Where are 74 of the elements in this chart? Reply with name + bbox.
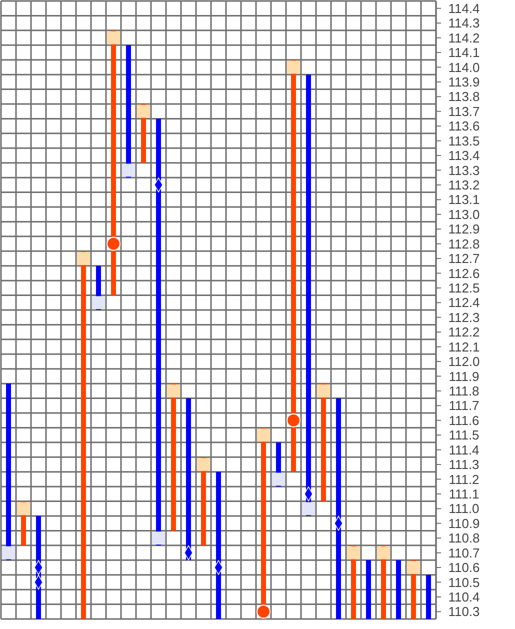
y-tick-label: 110.9 <box>448 516 480 531</box>
bar <box>306 74 311 516</box>
y-tick-label: 111.8 <box>448 383 480 398</box>
y-tick-label: 110.7 <box>448 545 480 560</box>
y-tick-label: 112.3 <box>448 310 480 325</box>
point <box>272 472 285 486</box>
y-tick-label: 110.8 <box>448 530 480 546</box>
bar <box>126 45 131 178</box>
point <box>317 384 330 398</box>
y-tick-label: 111.3 <box>448 457 480 472</box>
y-tick-label: 112.4 <box>448 295 480 310</box>
point <box>167 384 180 398</box>
point <box>2 546 15 560</box>
point <box>92 296 105 310</box>
point <box>122 164 135 177</box>
bar <box>171 384 176 531</box>
y-tick-label: 113.7 <box>448 104 480 119</box>
y-tick-label: 111.4 <box>448 442 480 458</box>
bar <box>216 472 221 619</box>
bar <box>426 574 431 619</box>
y-tick-label: 111.5 <box>448 428 480 443</box>
y-tick-label: 110.5 <box>448 574 480 590</box>
y-tick-label: 113.0 <box>448 206 480 222</box>
bar <box>366 560 371 619</box>
y-tick-label: 111.2 <box>448 472 480 487</box>
y-tick-label: 113.1 <box>448 192 480 208</box>
point <box>77 252 90 265</box>
y-tick-label: 113.2 <box>448 177 480 192</box>
point <box>347 546 360 560</box>
y-tick-label: 112.8 <box>448 236 480 252</box>
point <box>137 104 150 118</box>
y-tick-label: 114.3 <box>448 16 480 31</box>
point <box>197 458 210 471</box>
y-tick-label: 114.1 <box>448 45 480 60</box>
y-tick-label: 110.6 <box>448 560 480 576</box>
bar <box>156 118 161 546</box>
y-tick-label: 113.6 <box>448 118 480 134</box>
bar <box>81 251 86 619</box>
y-tick-label: 114.2 <box>448 30 480 46</box>
point <box>256 604 270 619</box>
y-tick-label: 114.4 <box>448 0 480 16</box>
y-tick-label: 113.5 <box>448 133 480 148</box>
point <box>17 502 30 516</box>
y-tick-label: 111.6 <box>448 412 480 428</box>
y-tick-label: 112.0 <box>448 354 480 370</box>
y-tick-label: 113.4 <box>448 148 480 164</box>
point <box>302 502 315 516</box>
bar <box>6 384 11 560</box>
y-tick-label: 114.0 <box>448 60 480 75</box>
point <box>377 546 390 560</box>
point <box>152 532 165 545</box>
y-tick-label: 111.1 <box>448 486 480 502</box>
bar <box>396 560 401 619</box>
y-tick-label: 112.1 <box>448 339 480 354</box>
y-tick-label: 111.7 <box>448 398 480 414</box>
point <box>257 428 270 442</box>
y-tick-label: 113.8 <box>448 89 480 104</box>
bar <box>336 398 341 619</box>
point <box>106 236 120 251</box>
y-tick-label: 112.7 <box>448 251 480 266</box>
y-tick-label: 112.9 <box>448 222 480 237</box>
y-tick-label: 113.3 <box>448 162 480 178</box>
point <box>107 31 120 44</box>
point <box>407 561 420 574</box>
point <box>287 60 300 74</box>
point <box>286 413 300 428</box>
y-tick-label: 111.9 <box>448 368 480 384</box>
y-tick-label: 110.4 <box>448 589 480 604</box>
y-tick-label: 111.0 <box>448 501 480 516</box>
y-tick-label: 113.9 <box>448 74 480 90</box>
y-tick-label: 112.2 <box>448 324 480 340</box>
y-tick-label: 110.3 <box>448 604 480 620</box>
y-tick-label: 112.5 <box>448 280 480 296</box>
y-tick-label: 112.6 <box>448 266 480 281</box>
